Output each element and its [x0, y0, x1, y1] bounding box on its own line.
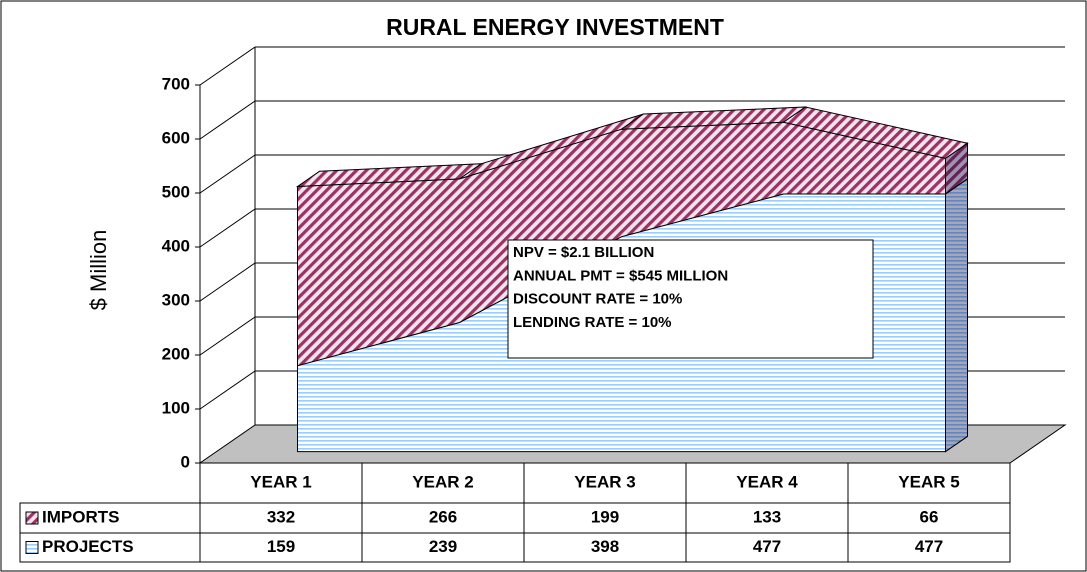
area-side-shade — [945, 177, 968, 453]
x-tick-label: YEAR 5 — [898, 472, 959, 491]
y-tick-label: 400 — [162, 236, 190, 255]
data-label: 239 — [429, 537, 457, 556]
side-grid-line — [199, 100, 256, 140]
y-tick-label: 300 — [162, 290, 190, 309]
side-grid-line — [199, 208, 256, 248]
side-grid-line — [199, 316, 256, 356]
data-label: 332 — [267, 507, 295, 526]
side-grid-line — [199, 154, 256, 194]
y-axis-label: $ Million — [86, 230, 111, 311]
x-tick-label: YEAR 1 — [250, 472, 311, 491]
y-tick-label: 0 — [181, 452, 190, 471]
annotation: ANNUAL PMT = $545 MILLION — [513, 267, 728, 284]
data-label: 266 — [429, 507, 457, 526]
x-tick-label: YEAR 3 — [574, 472, 635, 491]
annotation: DISCOUNT RATE = 10% — [513, 291, 682, 308]
annotation: NPV = $2.1 BILLION — [513, 244, 654, 261]
legend-label: IMPORTS — [42, 507, 119, 526]
annotation: LENDING RATE = 10% — [513, 314, 672, 331]
area-top — [782, 106, 969, 159]
data-label: 66 — [920, 507, 939, 526]
chart-title: RURAL ENERGY INVESTMENT — [386, 14, 724, 40]
side-grid-line — [199, 46, 256, 86]
y-tick-label: 500 — [162, 182, 190, 201]
legend-label: PROJECTS — [42, 537, 134, 556]
x-tick-label: YEAR 4 — [736, 472, 798, 491]
y-tick-label: 200 — [162, 344, 190, 363]
x-tick-label: YEAR 2 — [412, 472, 473, 491]
annotation-box — [507, 239, 874, 359]
data-label: 159 — [267, 537, 295, 556]
y-tick-label: 600 — [162, 128, 190, 147]
legend-key — [25, 511, 39, 525]
y-tick-label: 100 — [162, 398, 190, 417]
data-label: 133 — [753, 507, 781, 526]
side-grid-line — [199, 370, 256, 410]
y-tick-label: 700 — [162, 74, 190, 93]
data-label: 477 — [753, 537, 781, 556]
legend-key — [25, 541, 39, 554]
data-label: 477 — [915, 537, 943, 556]
side-grid-line — [199, 262, 256, 302]
data-label: 398 — [591, 537, 619, 556]
data-label: 199 — [591, 507, 619, 526]
